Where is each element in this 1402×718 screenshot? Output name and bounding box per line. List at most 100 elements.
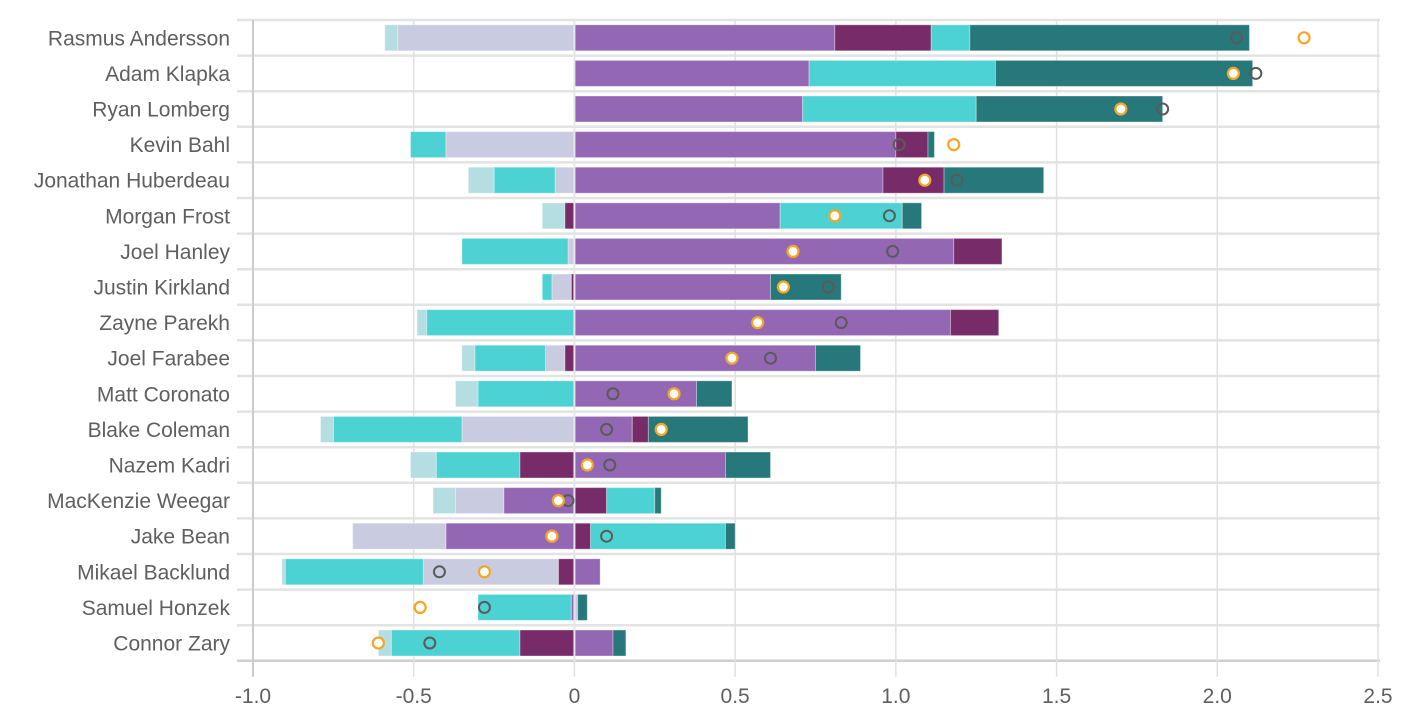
bar-segment-positive-D [815, 344, 861, 372]
bar-segment-negative-C [477, 380, 575, 408]
bar-segment-negative-E [352, 522, 447, 550]
bar-segment-negative-F [416, 309, 428, 337]
orange-circle-marker [1114, 102, 1128, 116]
grey-circle-marker [603, 458, 617, 472]
x-tick-label: 1.5 [1042, 685, 1071, 708]
bar-segment-positive-D [654, 487, 662, 515]
orange-circle-marker [1297, 31, 1311, 45]
grey-circle-marker [600, 529, 614, 543]
bar-segment-negative-F [467, 166, 495, 194]
x-axis-tick-labels: -1.0 -0.5 0 0.5 1.0 1.5 2.0 2.5 [235, 685, 1393, 708]
orange-circle-marker [751, 316, 765, 330]
bar-segment-negative-B [557, 558, 575, 586]
grey-circle-marker [764, 351, 777, 365]
bar-segment-negative-E [554, 166, 575, 194]
grey-circle-marker [821, 280, 835, 294]
bar-segment-negative-C [410, 131, 447, 159]
bar-segment-positive-B [834, 24, 932, 52]
y-axis-labels: Rasmus Andersson Adam Klapka Ryan Lomberg K… [34, 27, 231, 655]
bar-segment-positive-A [573, 95, 804, 123]
grey-circle-marker [606, 387, 620, 401]
bar-segment-positive-B [631, 415, 649, 443]
orange-circle-marker [1226, 66, 1240, 81]
bar-segment-positive-A [573, 558, 601, 586]
bar-segment-negative-F [461, 344, 476, 372]
bar-segment-positive-D [969, 24, 1250, 52]
grey-circle-marker [886, 244, 900, 258]
bar-segment-negative-B [519, 451, 575, 479]
bar-segment-positive-A [573, 415, 633, 443]
bar-segment-positive-D [577, 593, 588, 621]
bar-segment-positive-C [802, 95, 977, 123]
bar-segment-negative-E [455, 487, 505, 515]
bar-segment-positive-A [573, 344, 817, 372]
x-tick-label: -1.0 [235, 685, 271, 708]
bar-segment-negative-C [390, 629, 521, 657]
orange-circle-marker [667, 387, 681, 401]
markers-layer [371, 31, 1311, 650]
orange-circle-marker [918, 173, 932, 187]
bar-segment-positive-B [953, 237, 1003, 265]
bar-segment-negative-F [281, 558, 286, 586]
bar-segment-negative-B [564, 344, 575, 372]
y-category-label: Connor Zary [113, 633, 230, 656]
x-tick-label: 1.0 [881, 685, 910, 708]
bar-segment-negative-C [284, 558, 424, 586]
grey-circle-marker [432, 565, 446, 579]
orange-circle-marker [371, 636, 385, 650]
bar-segment-positive-D [770, 273, 842, 301]
bar-segment-positive-D [927, 131, 935, 159]
y-category-label: Adam Klapka [105, 63, 230, 86]
bar-segment-positive-C [590, 522, 726, 550]
y-category-label: Blake Coleman [88, 419, 230, 442]
x-tick-label: 0.5 [721, 685, 750, 708]
y-category-label: Ryan Lomberg [92, 99, 230, 122]
grey-circle-marker [1156, 102, 1170, 116]
y-category-label: Jake Bean [131, 526, 230, 549]
bar-segment-negative-F [320, 415, 334, 443]
grey-circle-marker [477, 600, 491, 614]
bar-segment-negative-F [384, 24, 399, 52]
y-category-label: Matt Coronato [97, 383, 230, 406]
bar-segment-positive-D [975, 95, 1164, 123]
bar-segment-negative-E [445, 131, 575, 159]
bar-segment-positive-D [696, 380, 733, 408]
orange-circle-marker [947, 138, 961, 152]
bar-segment-positive-A [573, 24, 836, 52]
bar-segment-negative-C [477, 593, 572, 621]
bar-segment-positive-B [950, 309, 1000, 337]
bar-segment-negative-B [519, 629, 575, 657]
x-tick-label: -0.5 [396, 685, 432, 708]
y-category-label: Nazem Kadri [109, 455, 230, 478]
bar-segment-positive-B [573, 522, 592, 550]
y-category-label: Joel Hanley [120, 241, 230, 264]
bar-segment-positive-D [995, 59, 1254, 87]
bar-segment-positive-B [573, 487, 608, 515]
bar-segment-negative-B [564, 202, 575, 230]
y-category-label: Morgan Frost [105, 205, 230, 228]
orange-circle-marker [654, 422, 668, 436]
bar-segment-positive-D [901, 202, 923, 230]
x-tick-label: 2.0 [1203, 685, 1232, 708]
bar-segment-negative-C [474, 344, 546, 372]
bar-segment-positive-A [573, 273, 772, 301]
y-category-label: Rasmus Andersson [48, 27, 230, 50]
orange-circle-marker [725, 351, 739, 365]
bar-segment-negative-C [541, 273, 553, 301]
orange-circle-marker [786, 244, 800, 258]
bar-segment-negative-C [493, 166, 556, 194]
bar-segment-positive-D [725, 522, 736, 550]
grey-circle-marker [423, 636, 437, 650]
bar-segment-positive-C [930, 24, 971, 52]
bar-segment-positive-D [943, 166, 1045, 194]
grid-lines [237, 18, 1380, 677]
bar-segment-positive-C [606, 487, 656, 515]
orange-circle-marker [776, 280, 790, 294]
bar-segment-negative-F [410, 451, 437, 479]
y-category-label: Samuel Honzek [82, 597, 231, 620]
bar-segment-positive-A [573, 202, 781, 230]
y-category-label: Zayne Parekh [99, 312, 230, 335]
bar-segment-negative-E [397, 24, 575, 52]
orange-circle-marker [580, 458, 594, 472]
